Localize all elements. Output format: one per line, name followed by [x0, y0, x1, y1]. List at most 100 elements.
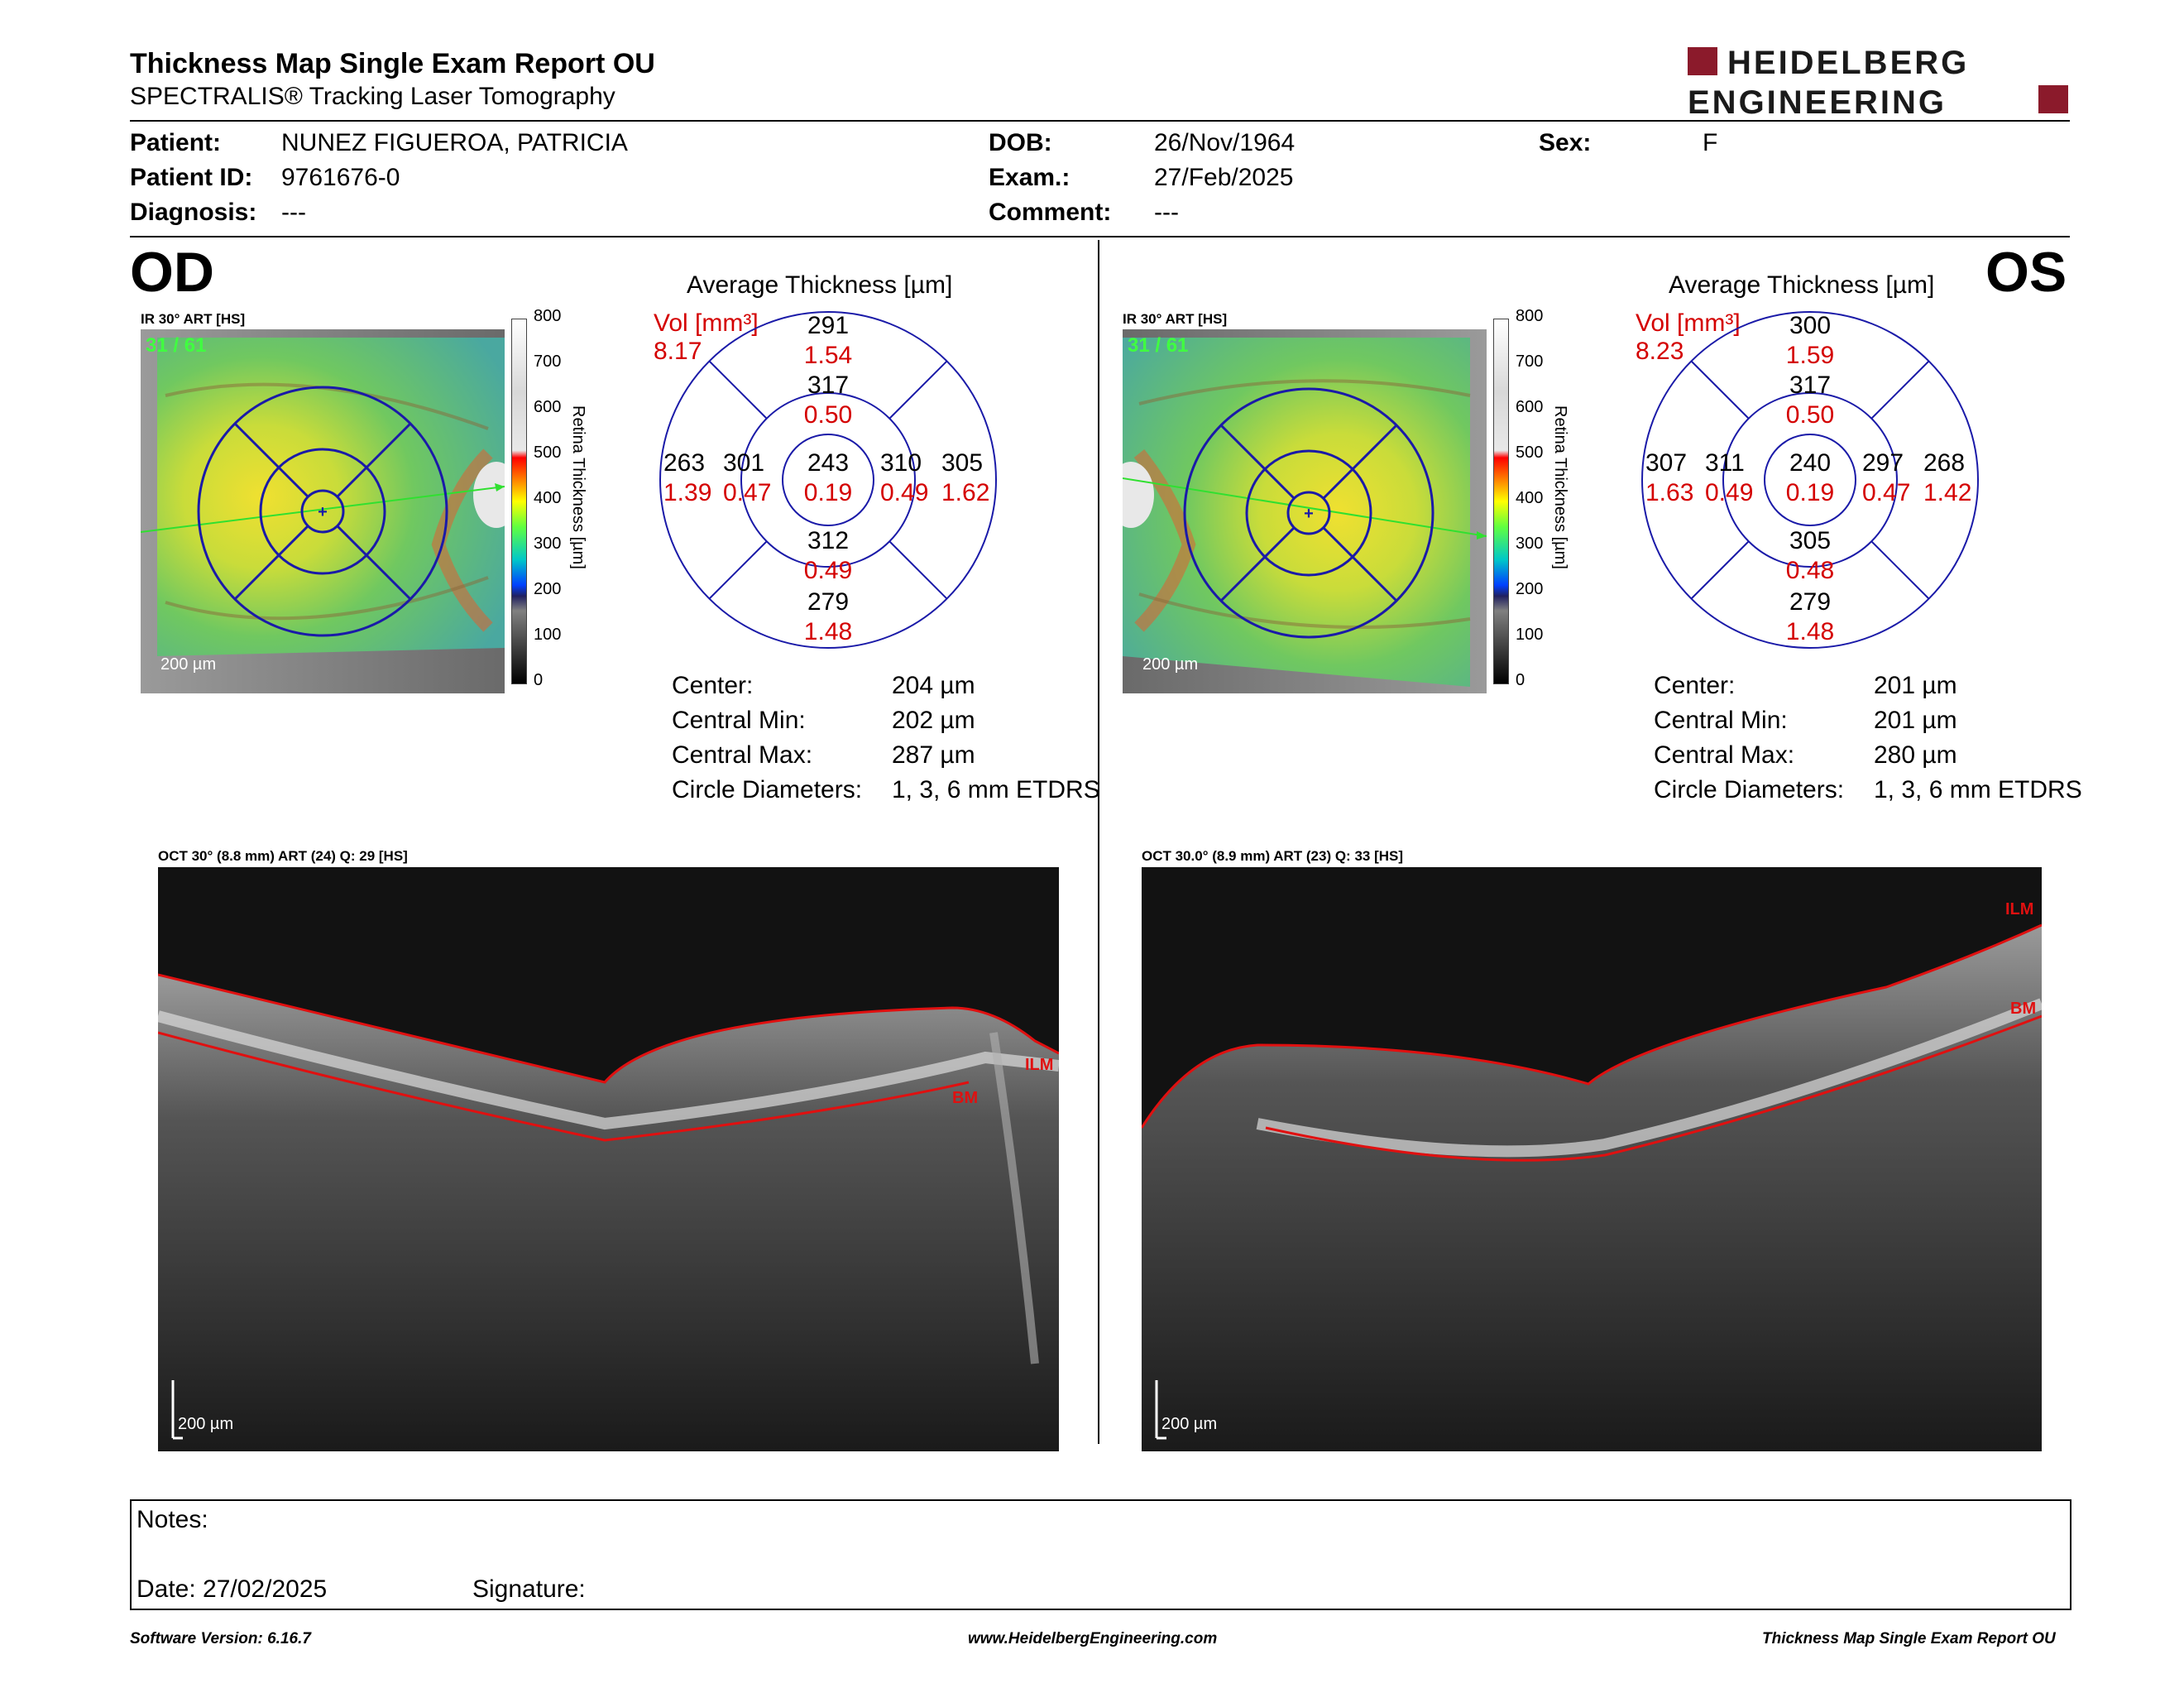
od-outer-temporal-vol: 1.39	[663, 479, 712, 506]
os-thickness-color-scale	[1493, 319, 1509, 684]
sex-label: Sex:	[1539, 129, 1592, 156]
od-outer-superior: 291	[807, 312, 850, 339]
od-etdrs-grid	[659, 311, 997, 649]
od-max-value: 287 µm	[892, 741, 975, 769]
os-inner-nasal-vol: 0.47	[1862, 479, 1911, 506]
os-oct-label: OCT 30.0° (8.9 mm) ART (23) Q: 33 [HS]	[1142, 848, 1404, 864]
od-vol-total: 8.17	[654, 338, 702, 365]
os-center-vol: 0.19	[1785, 479, 1835, 506]
patient-id-label: Patient ID:	[130, 164, 253, 191]
os-diam-value: 1, 3, 6 mm ETDRS	[1874, 776, 2082, 803]
os-fundus-thickness-map: + 31 / 61 200 µm	[1123, 329, 1487, 693]
os-etdrs-values: 300 1.59 317 0.50 240 0.19 307 1.63 311 …	[1640, 310, 1980, 650]
od-scale-axis-label: Retina Thickness [µm]	[569, 405, 587, 569]
od-outer-inferior-vol: 1.48	[803, 618, 853, 645]
os-bm-label: BM	[2010, 1000, 2037, 1018]
report-subtitle: SPECTRALIS® Tracking Laser Tomography	[130, 83, 615, 110]
os-oct-bscan: ILM BM 200 µm	[1142, 867, 2042, 1451]
patient-id: 9761676-0	[281, 164, 400, 191]
od-max-label: Central Max:	[672, 741, 813, 769]
os-scale-ticks: 800 700 600 500 400 300 200 100 0	[1516, 307, 1544, 689]
dob: 26/Nov/1964	[1154, 129, 1296, 156]
od-diam-value: 1, 3, 6 mm ETDRS	[892, 776, 1100, 803]
od-inner-superior: 317	[807, 372, 850, 399]
website-link[interactable]: www.HeidelbergEngineering.com	[968, 1630, 1218, 1647]
os-diam-label: Circle Diameters:	[1654, 776, 1845, 803]
od-bm-label: BM	[952, 1089, 979, 1107]
comment: ---	[1154, 199, 1179, 226]
info-divider	[130, 236, 2070, 237]
report-title: Thickness Map Single Exam Report OU	[130, 48, 655, 79]
exam-label: Exam.:	[989, 164, 1070, 191]
os-outer-temporal: 307	[1645, 449, 1688, 477]
od-center: 243	[807, 449, 850, 477]
footer-report-name: Thickness Map Single Exam Report OU	[1762, 1630, 2056, 1647]
os-outer-nasal: 268	[1923, 449, 1966, 477]
dob-label: DOB:	[989, 129, 1052, 156]
od-frame-counter: 31 / 61	[146, 334, 207, 357]
os-outer-nasal-vol: 1.42	[1923, 479, 1972, 506]
os-inner-temporal: 311	[1705, 449, 1745, 477]
od-thickness-color-scale	[511, 319, 527, 684]
od-oct-bscan: ILM BM 200 µm	[158, 867, 1059, 1451]
os-center: 240	[1789, 449, 1832, 477]
os-vol-label: Vol [mm³]	[1636, 309, 1741, 337]
header-divider	[130, 120, 2070, 122]
od-fundus-thickness-map: + 31 / 61 200 µm	[141, 329, 505, 693]
os-ir-label: IR 30° ART [HS]	[1123, 311, 1228, 327]
os-eye-label: OS	[1985, 241, 2067, 304]
diagnosis-label: Diagnosis:	[130, 199, 257, 226]
os-scale-axis-label: Retina Thickness [µm]	[1551, 405, 1569, 569]
od-inner-nasal: 310	[880, 449, 922, 477]
os-max-value: 280 µm	[1874, 741, 1957, 769]
od-outer-inferior: 279	[807, 588, 850, 616]
os-inner-superior-vol: 0.50	[1785, 401, 1835, 429]
os-vol-total: 8.23	[1636, 338, 1684, 365]
os-inner-nasal: 297	[1862, 449, 1904, 477]
software-version: Software Version: 6.16.7	[130, 1630, 311, 1647]
signature-label: Signature:	[472, 1575, 586, 1603]
os-min-value: 201 µm	[1874, 707, 1957, 734]
os-frame-counter: 31 / 61	[1128, 334, 1189, 357]
os-inner-inferior: 305	[1789, 527, 1832, 554]
od-inner-inferior: 312	[807, 527, 850, 554]
od-oct-label: OCT 30° (8.8 mm) ART (24) Q: 29 [HS]	[158, 848, 408, 864]
notes-box: Notes: Date: 27/02/2025 Signature:	[130, 1499, 2071, 1610]
od-center-vol: 0.19	[803, 479, 853, 506]
od-oct-scale-bar: 200 µm	[178, 1415, 234, 1433]
os-center-value: 201 µm	[1874, 672, 1957, 699]
os-etdrs-grid	[1641, 311, 1979, 649]
od-outer-temporal: 263	[663, 449, 706, 477]
svg-text:HEIDELBERG: HEIDELBERG	[1727, 46, 1969, 81]
os-oct-scale-bar: 200 µm	[1161, 1415, 1218, 1433]
od-ilm-label: ILM	[1025, 1056, 1054, 1074]
os-inner-temporal-vol: 0.49	[1705, 479, 1754, 506]
os-max-label: Central Max:	[1654, 741, 1795, 769]
diagnosis: ---	[281, 199, 306, 226]
os-fundus-scale-bar: 200 µm	[1142, 655, 1199, 674]
od-avg-thickness-title: Average Thickness [µm]	[687, 271, 953, 299]
od-inner-nasal-vol: 0.49	[880, 479, 929, 506]
od-vol-label: Vol [mm³]	[654, 309, 759, 337]
od-center-value: 204 µm	[892, 672, 975, 699]
od-inner-inferior-vol: 0.49	[803, 557, 853, 584]
od-inner-temporal: 301	[723, 449, 765, 477]
notes-label: Notes:	[136, 1506, 208, 1533]
os-inner-superior: 317	[1789, 372, 1832, 399]
os-outer-temporal-vol: 1.63	[1645, 479, 1694, 506]
od-ir-label: IR 30° ART [HS]	[141, 311, 246, 327]
exam-date: 27/Feb/2025	[1154, 164, 1294, 191]
eye-separator	[1098, 240, 1099, 1444]
os-min-label: Central Min:	[1654, 707, 1788, 734]
od-min-value: 202 µm	[892, 707, 975, 734]
date-label: Date: 27/02/2025	[136, 1575, 328, 1603]
od-outer-nasal: 305	[941, 449, 984, 477]
patient-name: NUNEZ FIGUEROA, PATRICIA	[281, 129, 628, 156]
os-avg-thickness-title: Average Thickness [µm]	[1669, 271, 1935, 299]
os-ilm-label: ILM	[2005, 900, 2034, 918]
comment-label: Comment:	[989, 199, 1112, 226]
os-outer-superior-vol: 1.59	[1785, 342, 1835, 369]
os-outer-superior: 300	[1789, 312, 1832, 339]
od-center-label: Center:	[672, 672, 754, 699]
os-inner-inferior-vol: 0.48	[1785, 557, 1835, 584]
